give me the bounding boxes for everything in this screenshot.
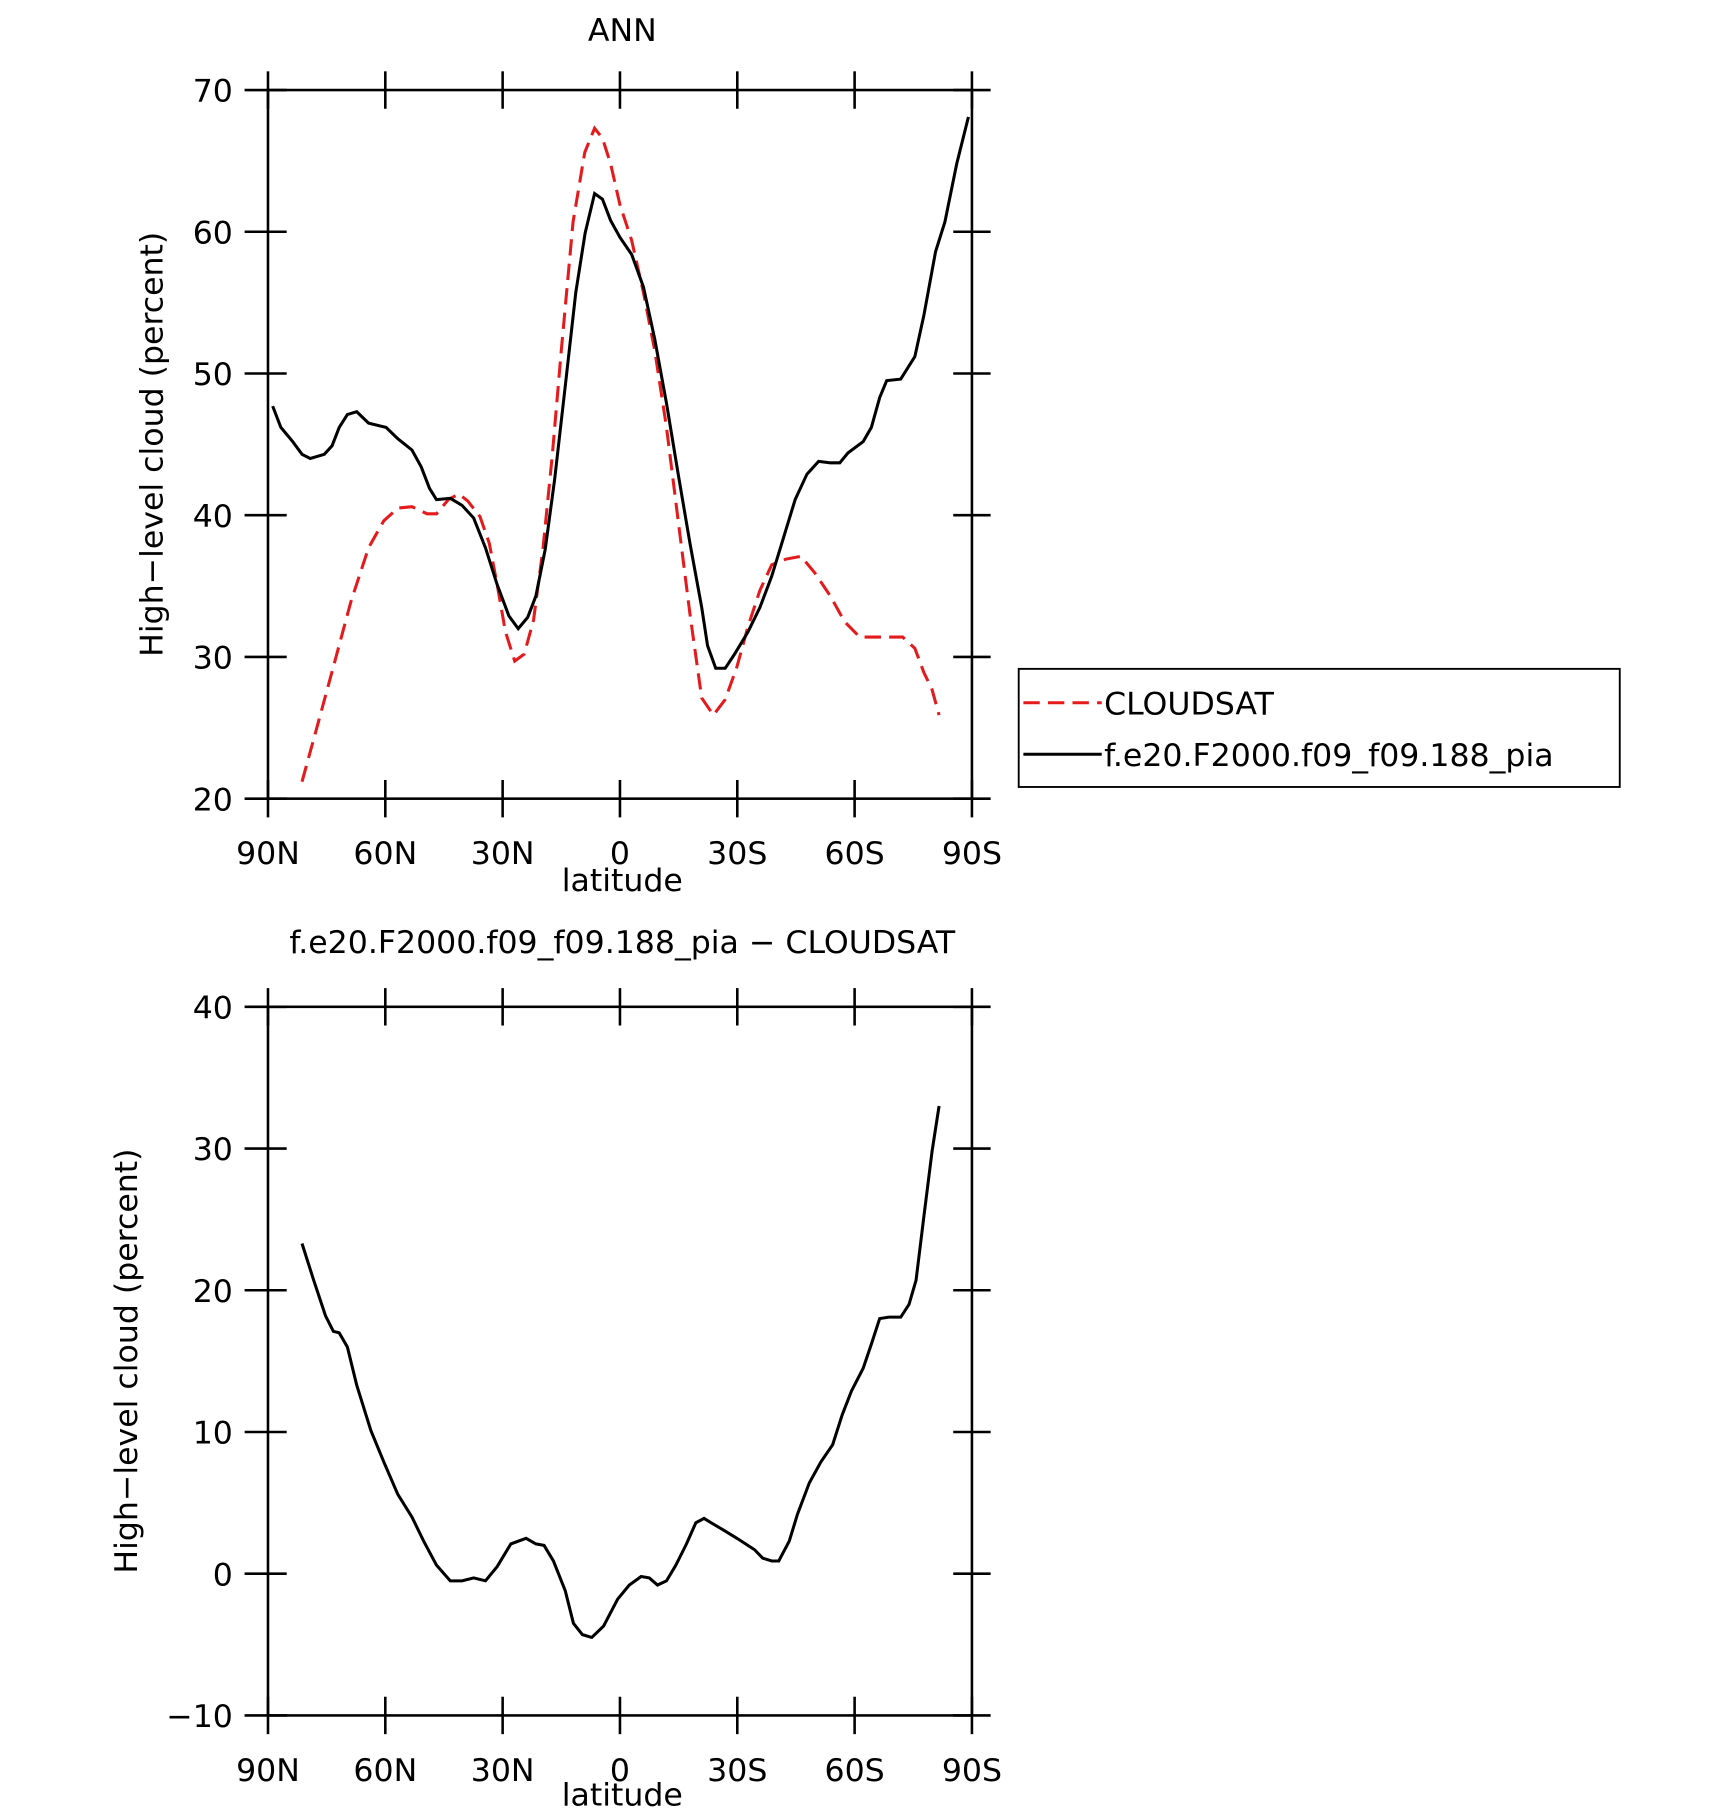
y-tick-label: 0 bbox=[213, 1557, 233, 1593]
y-tick-label: 60 bbox=[193, 215, 233, 251]
y-tick-label: 70 bbox=[193, 74, 233, 110]
x-axis-label: latitude bbox=[562, 863, 683, 899]
y-tick-label: 40 bbox=[193, 991, 233, 1027]
chart-title: ANN bbox=[588, 13, 657, 49]
y-axis-label: High−level cloud (percent) bbox=[109, 1149, 145, 1574]
x-tick-label: 90S bbox=[942, 836, 1002, 872]
x-tick-label: 0 bbox=[610, 1753, 630, 1789]
x-tick-label: 90S bbox=[942, 1753, 1002, 1789]
legend-box bbox=[1017, 667, 1621, 788]
chart-title: f.e20.F2000.f09_f09.188_pia − CLOUDSAT bbox=[289, 925, 956, 961]
y-tick-label: −10 bbox=[166, 1699, 233, 1735]
data-line bbox=[300, 1105, 941, 1640]
x-axis-label: latitude bbox=[562, 1777, 683, 1813]
y-tick-label: 20 bbox=[193, 1274, 233, 1310]
y-tick-label: 40 bbox=[193, 499, 233, 535]
x-tick-label: 60N bbox=[353, 1753, 417, 1789]
x-tick-label: 30S bbox=[707, 1753, 767, 1789]
x-tick-label: 30N bbox=[471, 1753, 535, 1789]
y-tick-label: 20 bbox=[193, 782, 233, 818]
data-line bbox=[271, 116, 970, 670]
x-tick-label: 60S bbox=[825, 836, 885, 872]
x-tick-label: 0 bbox=[610, 836, 630, 872]
x-tick-label: 90N bbox=[236, 1753, 300, 1789]
y-tick-label: 10 bbox=[193, 1416, 233, 1452]
x-tick-label: 30N bbox=[471, 836, 535, 872]
y-tick-label: 30 bbox=[193, 641, 233, 677]
y-tick-label: 30 bbox=[193, 1132, 233, 1168]
x-tick-label: 60S bbox=[825, 1753, 885, 1789]
y-axis-label: High−level cloud (percent) bbox=[135, 232, 171, 657]
data-line bbox=[300, 125, 941, 783]
x-tick-label: 90N bbox=[236, 836, 300, 872]
y-tick-label: 50 bbox=[193, 357, 233, 393]
x-tick-label: 60N bbox=[353, 836, 417, 872]
legend-label: CLOUDSAT bbox=[1104, 686, 1275, 722]
plot-frame bbox=[266, 88, 974, 800]
x-tick-label: 30S bbox=[707, 836, 767, 872]
legend-label: f.e20.F2000.f09_f09.188_pia bbox=[1104, 738, 1554, 774]
